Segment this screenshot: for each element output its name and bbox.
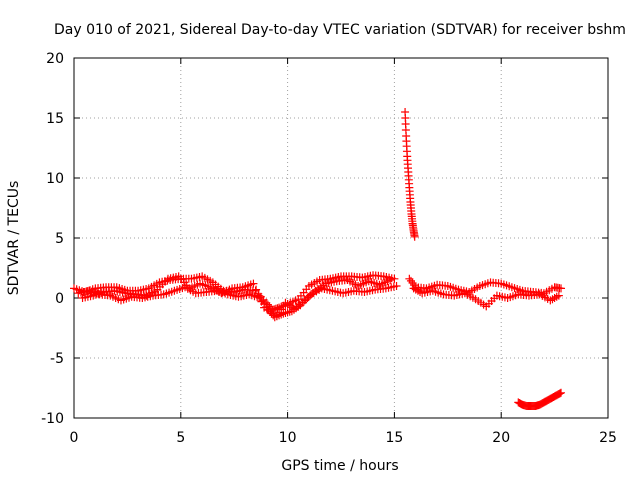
- data-point: [557, 388, 566, 397]
- series-late-band-2: [409, 284, 563, 311]
- series-late-band-1: [405, 274, 566, 298]
- axis-ticks: 0 5 10 15 20 25 -10 -5 0 5 10 15 20: [41, 51, 617, 446]
- x-tick-label: 5: [176, 430, 185, 446]
- y-tick-label: -5: [50, 351, 64, 367]
- series-main-band-3: [78, 272, 395, 320]
- data-point: [257, 297, 266, 306]
- data-point: [252, 285, 261, 294]
- chart-title: Day 010 of 2021, Sidereal Day-to-day VTE…: [54, 22, 626, 38]
- y-tick-label: 20: [46, 51, 64, 67]
- data-point: [557, 284, 566, 293]
- x-tick-label: 0: [70, 430, 79, 446]
- x-tick-label: 20: [492, 430, 510, 446]
- x-tick-label: 15: [385, 430, 403, 446]
- series-spike-15.5h: [401, 108, 419, 241]
- y-tick-label: 15: [46, 111, 64, 127]
- y-tick-label: 0: [55, 291, 64, 307]
- series-negative-cluster: [514, 388, 566, 410]
- x-tick-label: 25: [599, 430, 617, 446]
- y-tick-label: 10: [46, 171, 64, 187]
- y-tick-label: -10: [41, 411, 64, 427]
- data-point: [254, 291, 263, 300]
- data-point: [390, 274, 399, 283]
- grid: [74, 58, 608, 418]
- data-points: [70, 108, 566, 410]
- data-point: [554, 291, 563, 300]
- data-point: [392, 282, 401, 290]
- x-axis-label: GPS time / hours: [281, 458, 398, 474]
- data-point: [386, 276, 395, 284]
- y-tick-label: 5: [55, 231, 64, 247]
- data-point: [249, 279, 258, 288]
- x-tick-label: 10: [279, 430, 297, 446]
- data-point: [410, 232, 419, 241]
- y-axis-label: SDTVAR / TECUs: [6, 181, 22, 296]
